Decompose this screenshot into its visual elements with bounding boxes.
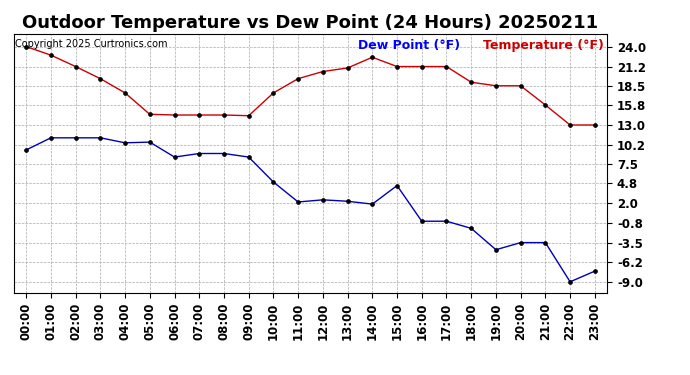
Text: Dew Point (°F): Dew Point (°F) <box>358 39 460 52</box>
Text: Copyright 2025 Curtronics.com: Copyright 2025 Curtronics.com <box>15 39 168 49</box>
Title: Outdoor Temperature vs Dew Point (24 Hours) 20250211: Outdoor Temperature vs Dew Point (24 Hou… <box>23 14 598 32</box>
Text: Temperature (°F): Temperature (°F) <box>482 39 604 52</box>
